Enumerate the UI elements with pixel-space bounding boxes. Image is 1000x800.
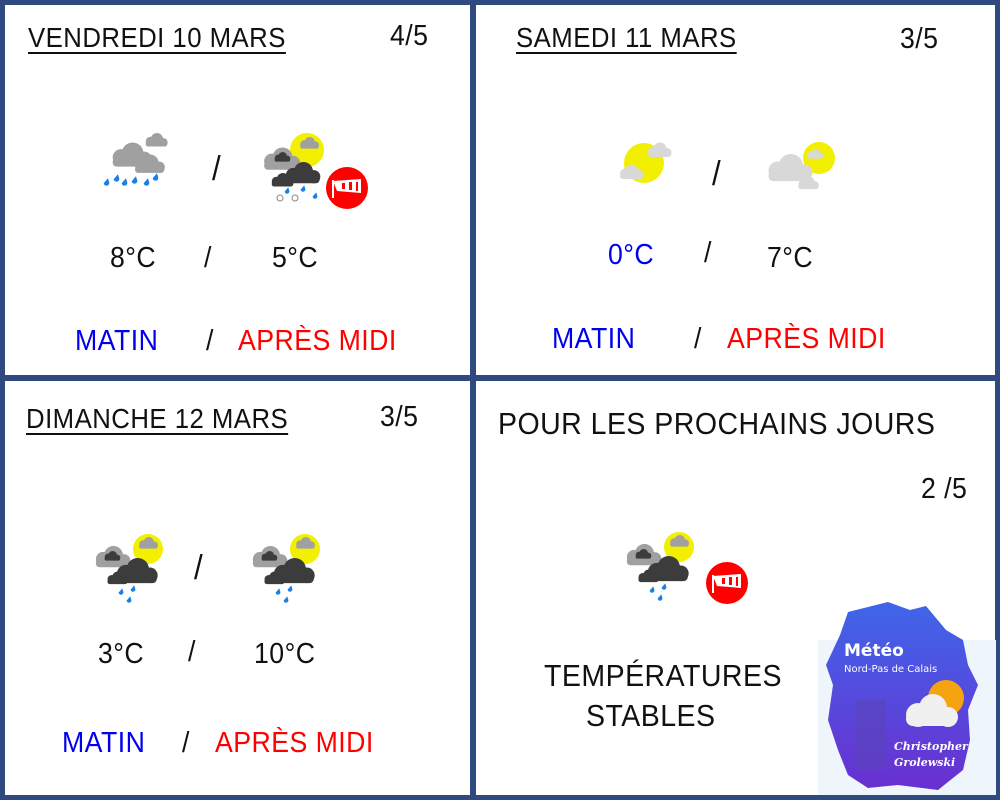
label-afternoon: APRÈS MIDI (727, 323, 886, 355)
temp-morning: 0°C (608, 239, 655, 271)
panel-sunday: DIMANCHE 12 MARS 3/5 / 3°C / 10°C MATIN … (5, 381, 470, 795)
panel-saturday: SAMEDI 11 MARS 3/5 / 0°C / 7°C MATIN / A… (476, 5, 995, 375)
showers-sun-icon (626, 532, 748, 604)
day-title: VENDREDI 10 MARS (28, 22, 286, 53)
outlook-rating: 2 /5 (921, 473, 968, 505)
label-morning: MATIN (552, 323, 636, 355)
label-morning: MATIN (62, 727, 146, 759)
day-rating: 3/5 (380, 401, 419, 433)
temp-separator: / (704, 237, 712, 269)
label-afternoon: APRÈS MIDI (215, 727, 374, 759)
label-separator: / (206, 325, 214, 357)
outlook-line2: STABLES (586, 698, 716, 733)
sun-cloud-icon (620, 142, 672, 183)
temp-afternoon: 7°C (767, 242, 814, 274)
day-title: SAMEDI 11 MARS (516, 22, 737, 53)
panel-friday: VENDREDI 10 MARS 4/5 / 8°C / 5°C MATIN /… (5, 5, 470, 375)
meteo-logo: Météo Nord-Pas de Calais Christopher Gro… (818, 590, 996, 795)
icon-separator: / (712, 155, 722, 193)
showers-sun-icon (252, 534, 320, 603)
label-separator: / (182, 727, 190, 759)
logo-author-first: Christopher (894, 740, 969, 753)
day-rating: 4/5 (390, 20, 429, 52)
label-afternoon: APRÈS MIDI (238, 325, 397, 357)
temp-afternoon: 10°C (254, 638, 316, 670)
temp-morning: 3°C (98, 638, 145, 670)
icon-separator: / (212, 150, 222, 188)
logo-title: Météo (844, 641, 904, 661)
logo-author-last: Grolewski (894, 756, 955, 769)
cloud-sun-icon (768, 142, 835, 190)
outlook-title: POUR LES PROCHAINS JOURS (498, 406, 936, 441)
wind-warning-icon (706, 562, 748, 604)
storm-hail-sun-icon (264, 133, 368, 209)
logo-subtitle: Nord-Pas de Calais (844, 664, 937, 675)
day-rating: 3/5 (900, 23, 939, 55)
showers-sun-icon (95, 534, 163, 603)
label-morning: MATIN (75, 325, 159, 357)
temp-separator: / (204, 242, 212, 274)
label-separator: / (694, 323, 702, 355)
temp-separator: / (188, 636, 196, 668)
day-title: DIMANCHE 12 MARS (26, 403, 289, 434)
icon-separator: / (194, 549, 204, 587)
rain-clouds-icon (103, 133, 168, 186)
temp-morning: 8°C (110, 242, 157, 274)
outlook-line1: TEMPÉRATURES (544, 658, 782, 693)
temp-afternoon: 5°C (272, 242, 319, 274)
